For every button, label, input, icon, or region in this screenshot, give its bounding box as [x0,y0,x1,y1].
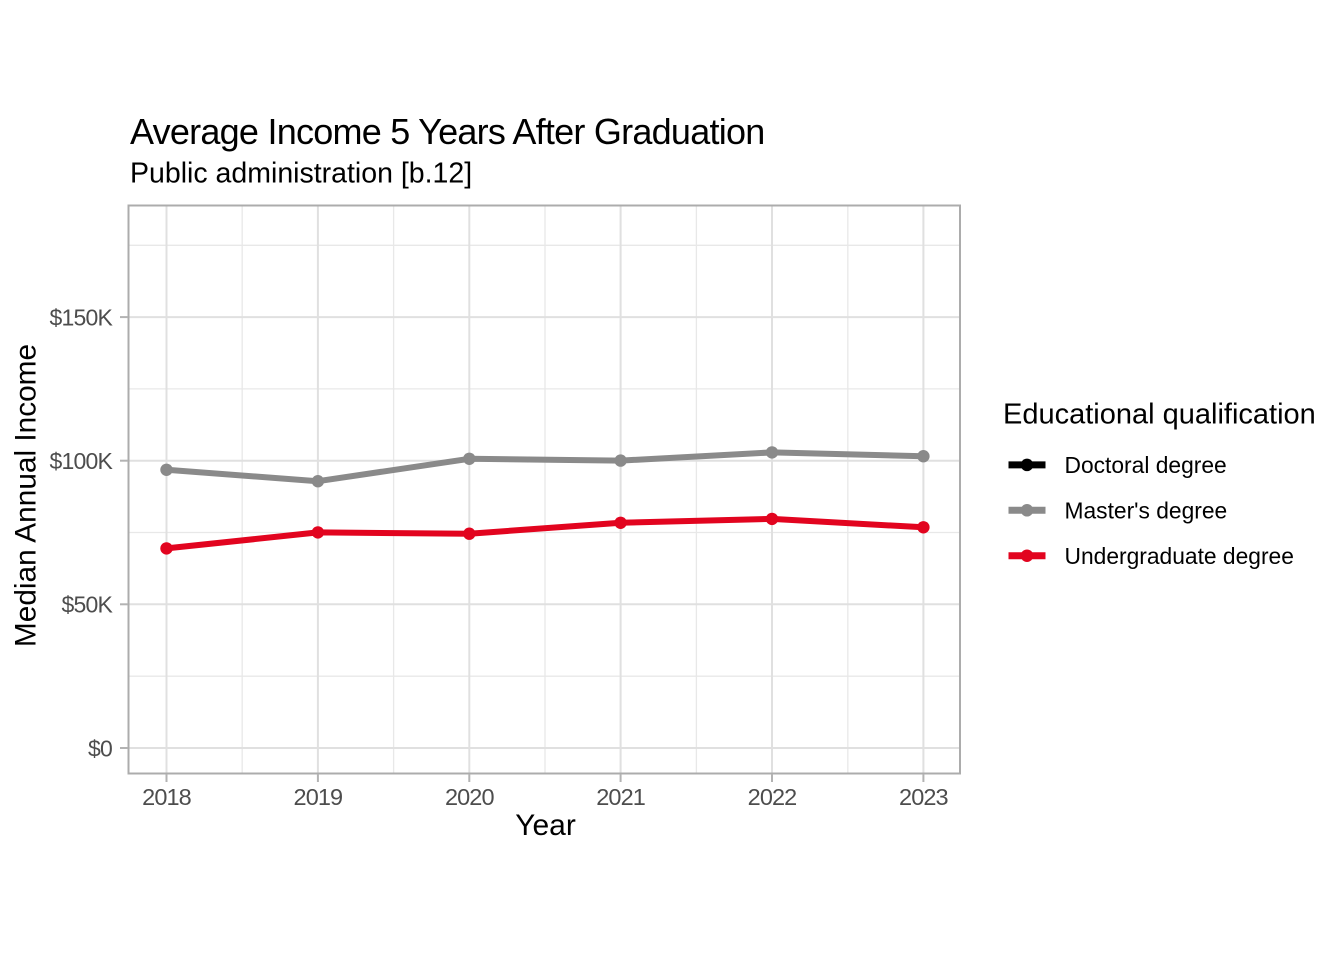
svg-text:Undergraduate degree: Undergraduate degree [1065,543,1294,569]
svg-text:Average Income 5 Years After G: Average Income 5 Years After Graduation [130,111,765,152]
svg-text:2022: 2022 [748,784,797,810]
svg-text:2018: 2018 [142,784,192,810]
svg-text:Year: Year [515,809,576,842]
svg-text:$0: $0 [88,735,112,761]
svg-text:Public administration [b.12]: Public administration [b.12] [130,158,472,190]
svg-text:Master's degree: Master's degree [1065,498,1228,524]
svg-text:$150K: $150K [49,304,113,330]
svg-text:Educational qualification: Educational qualification [1003,399,1316,431]
svg-text:2021: 2021 [596,784,645,810]
svg-text:2019: 2019 [294,784,343,810]
svg-text:Doctoral degree: Doctoral degree [1065,452,1227,478]
svg-text:2023: 2023 [899,784,949,810]
svg-text:2020: 2020 [445,784,495,810]
svg-text:Median Annual Income: Median Annual Income [10,344,43,647]
svg-text:$50K: $50K [61,592,113,618]
svg-text:$100K: $100K [49,448,113,474]
